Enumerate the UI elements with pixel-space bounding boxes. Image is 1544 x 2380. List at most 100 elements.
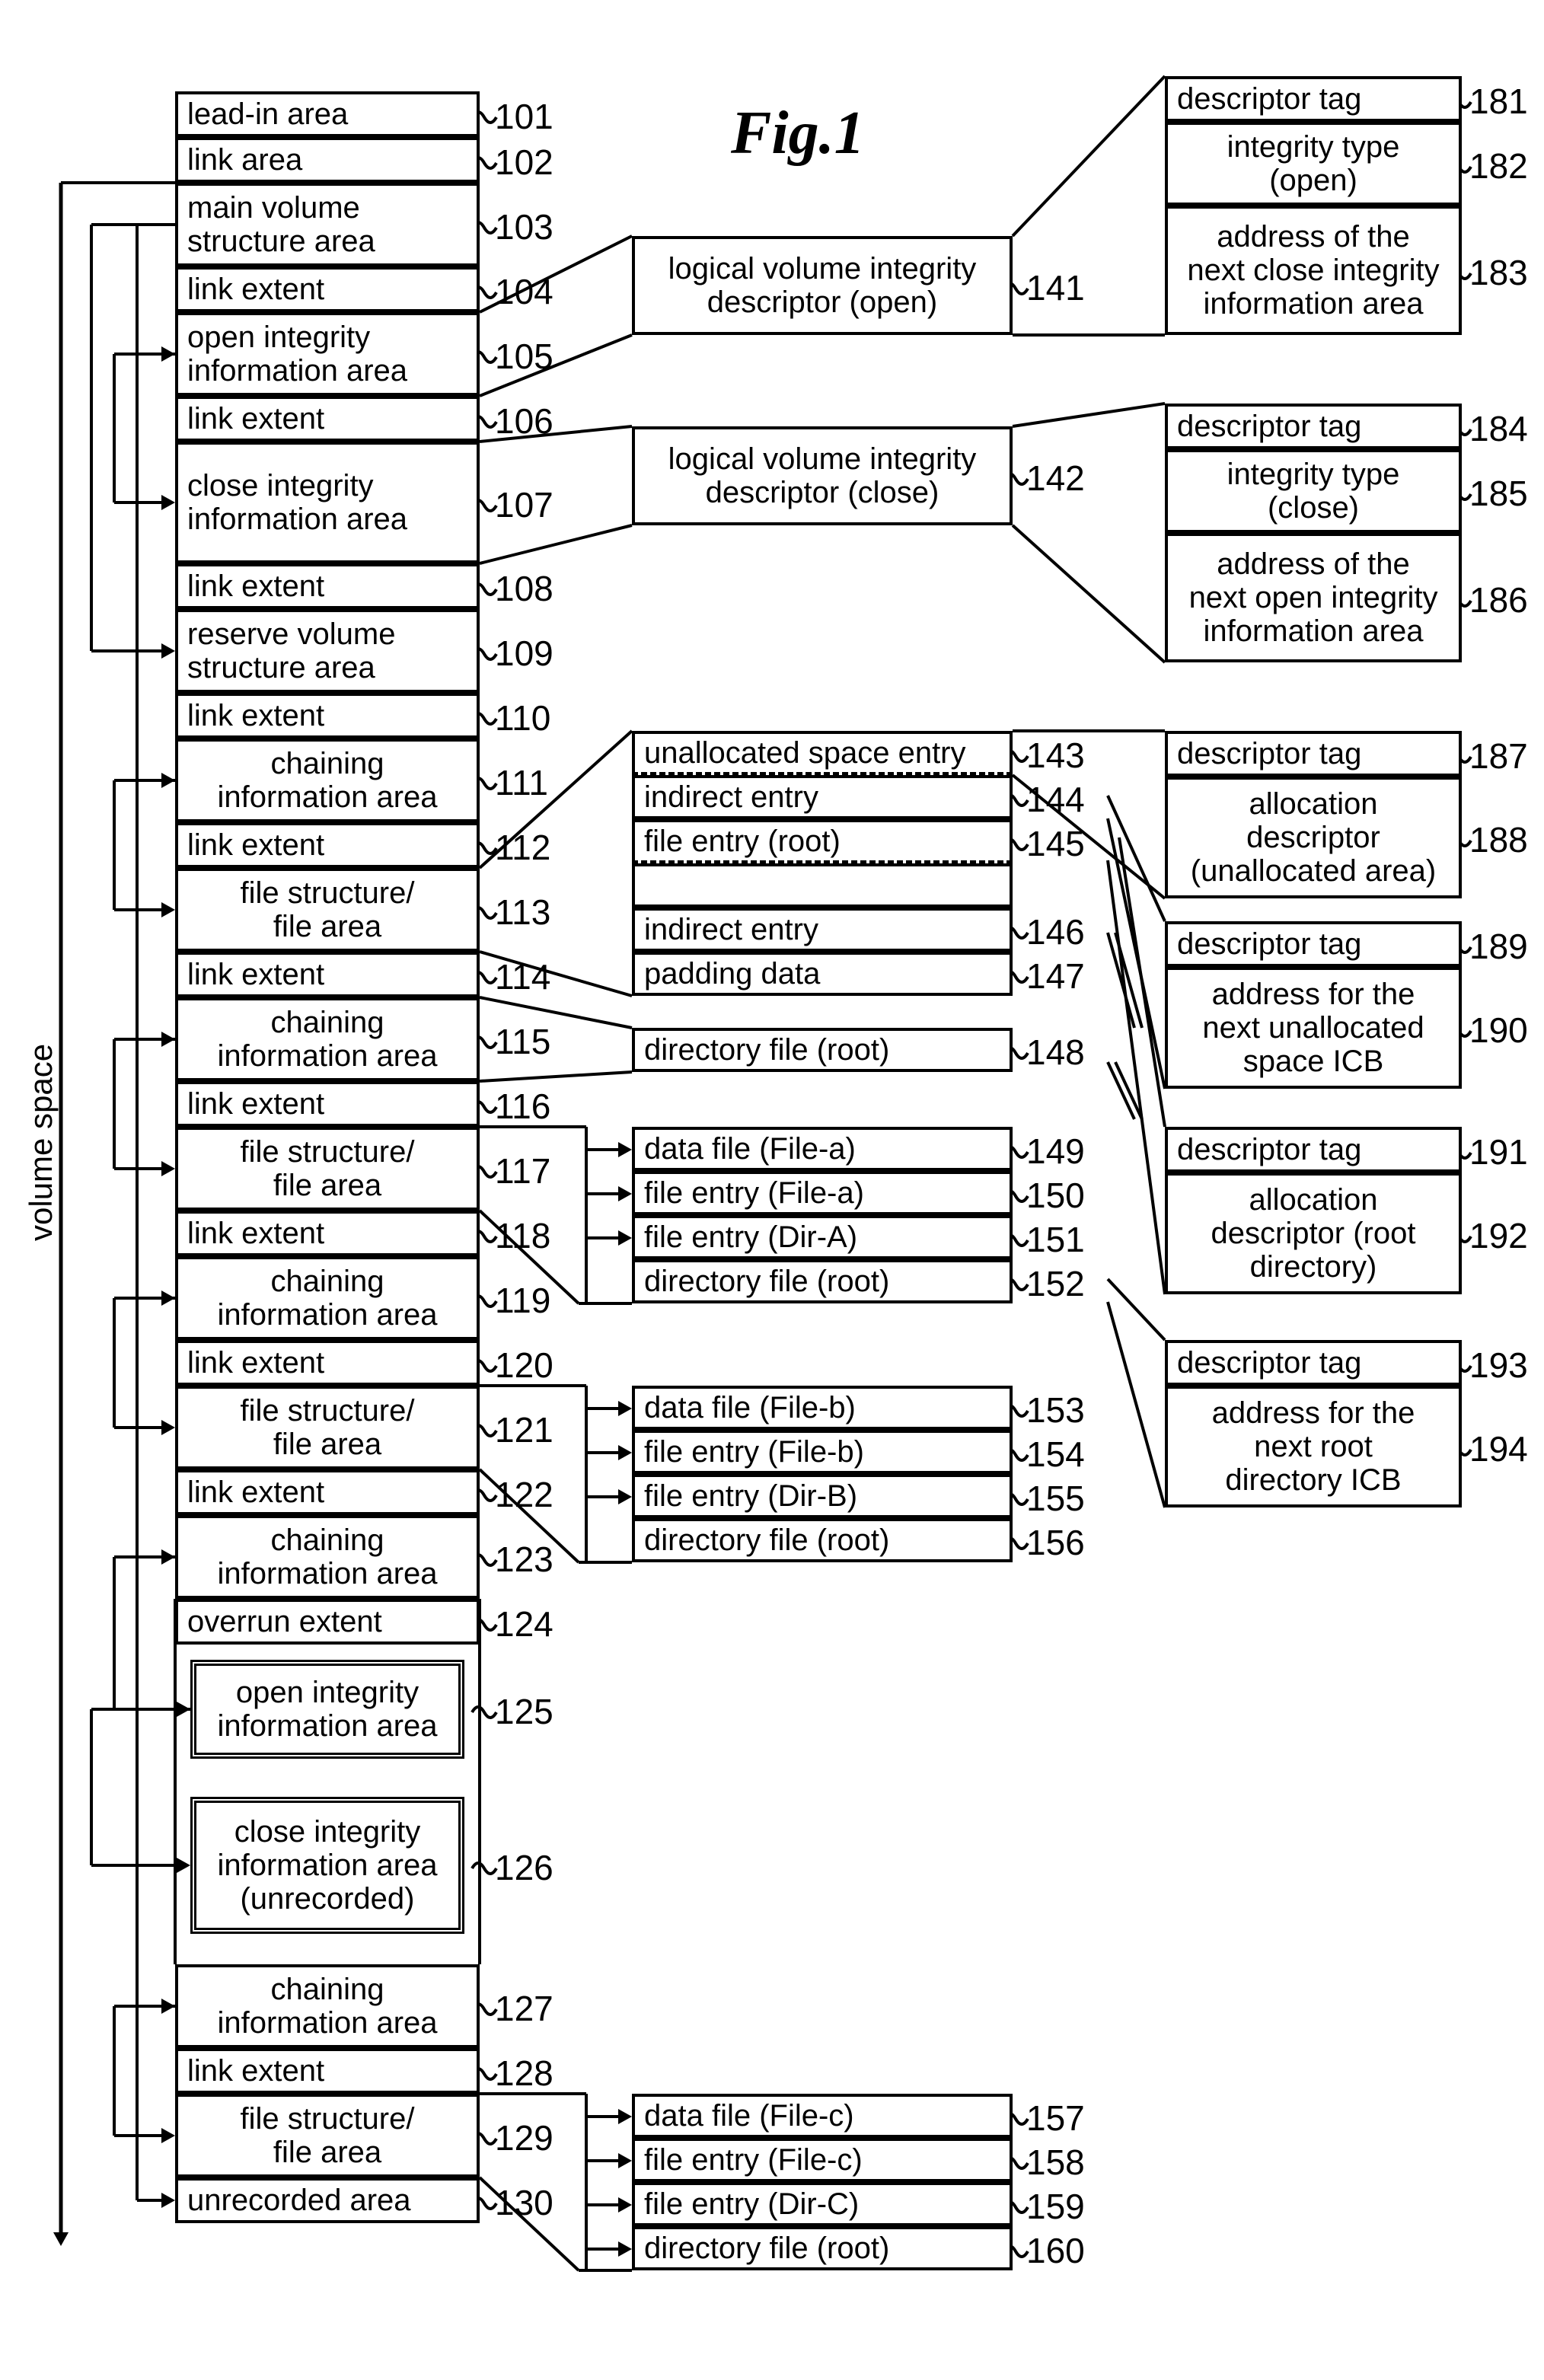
col1-121: file structure/ file area xyxy=(175,1386,480,1469)
reference-number: 183 xyxy=(1469,252,1528,293)
col2-153: data file (File-b) xyxy=(632,1386,1013,1430)
reference-number: 194 xyxy=(1469,1428,1528,1469)
col1-130: unrecorded area xyxy=(175,2177,480,2223)
col3-194: address for the next root directory ICB xyxy=(1165,1386,1462,1507)
reference-number: 186 xyxy=(1469,579,1528,621)
reference-number: 117 xyxy=(495,1150,550,1192)
reference-number: 192 xyxy=(1469,1215,1528,1256)
col1-122: link extent xyxy=(175,1469,480,1515)
col1-127: chaining information area xyxy=(175,1964,480,2048)
col2-159: file entry (Dir-C) xyxy=(632,2182,1013,2226)
col3-191: descriptor tag xyxy=(1165,1127,1462,1172)
col2-156: directory file (root) xyxy=(632,1518,1013,1562)
volume-space-label: volume space xyxy=(23,990,59,1294)
reference-number: 191 xyxy=(1469,1131,1528,1172)
reference-number: 116 xyxy=(495,1086,550,1127)
reference-number: 145 xyxy=(1026,823,1085,864)
col1-112: link extent xyxy=(175,822,480,868)
reference-number: 118 xyxy=(495,1215,550,1256)
reference-number: 144 xyxy=(1026,779,1085,820)
reference-number: 181 xyxy=(1469,81,1528,122)
reference-number: 151 xyxy=(1026,1219,1085,1260)
col3-188: allocation descriptor (unallocated area) xyxy=(1165,777,1462,898)
reference-number: 187 xyxy=(1469,735,1528,777)
col1-110: link extent xyxy=(175,693,480,739)
reference-number: 107 xyxy=(495,484,553,525)
col1-125: open integrity information area xyxy=(190,1660,464,1759)
col2-143: unallocated space entry xyxy=(632,731,1013,775)
col2-152: directory file (root) xyxy=(632,1259,1013,1303)
reference-number: 159 xyxy=(1026,2186,1085,2227)
col3-190: address for the next unallocated space I… xyxy=(1165,967,1462,1089)
reference-number: 109 xyxy=(495,633,553,674)
col1-101: lead-in area xyxy=(175,91,480,137)
reference-number: 125 xyxy=(495,1691,553,1732)
reference-number: 155 xyxy=(1026,1478,1085,1519)
reference-number: 149 xyxy=(1026,1131,1085,1172)
reference-number: 188 xyxy=(1469,819,1528,860)
col1-124: overrun extent xyxy=(175,1599,480,1645)
col1-107: close integrity information area xyxy=(175,442,480,563)
reference-number: 189 xyxy=(1469,926,1528,967)
reference-number: 124 xyxy=(495,1603,553,1645)
col3-181: descriptor tag xyxy=(1165,76,1462,122)
reference-number: 127 xyxy=(495,1988,553,2029)
reference-number: 129 xyxy=(495,2117,553,2158)
col2-142: logical volume integrity descriptor (clo… xyxy=(632,426,1013,525)
col2-149: data file (File-a) xyxy=(632,1127,1013,1171)
reference-number: 105 xyxy=(495,336,553,377)
reference-number: 153 xyxy=(1026,1389,1085,1431)
col3-184: descriptor tag xyxy=(1165,404,1462,449)
col3-182: integrity type (open) xyxy=(1165,122,1462,206)
col2-150: file entry (File-a) xyxy=(632,1171,1013,1215)
reference-number: 154 xyxy=(1026,1434,1085,1475)
reference-number: 128 xyxy=(495,2053,553,2094)
reference-number: 112 xyxy=(495,827,550,868)
reference-number: 101 xyxy=(495,96,553,137)
reference-number: 148 xyxy=(1026,1032,1085,1073)
col1-102: link area xyxy=(175,137,480,183)
col2-145: file entry (root) xyxy=(632,819,1013,863)
col2-144: indirect entry xyxy=(632,775,1013,819)
reference-number: 110 xyxy=(495,697,550,739)
col2-148: directory file (root) xyxy=(632,1028,1013,1072)
reference-number: 157 xyxy=(1026,2098,1085,2139)
reference-number: 152 xyxy=(1026,1263,1085,1304)
col3-189: descriptor tag xyxy=(1165,921,1462,967)
col1-123: chaining information area xyxy=(175,1515,480,1599)
reference-number: 111 xyxy=(495,762,548,803)
col1-113: file structure/ file area xyxy=(175,868,480,952)
reference-number: 119 xyxy=(495,1280,550,1321)
col1-126: close integrity information area (unreco… xyxy=(190,1797,464,1934)
reference-number: 120 xyxy=(495,1345,553,1386)
col1-117: file structure/ file area xyxy=(175,1127,480,1211)
reference-number: 156 xyxy=(1026,1522,1085,1563)
reference-number: 185 xyxy=(1469,473,1528,514)
reference-number: 193 xyxy=(1469,1345,1528,1386)
reference-number: 160 xyxy=(1026,2230,1085,2271)
col1-115: chaining information area xyxy=(175,997,480,1081)
reference-number: 184 xyxy=(1469,408,1528,449)
col1-119: chaining information area xyxy=(175,1256,480,1340)
col1-114: link extent xyxy=(175,952,480,997)
col1-104: link extent xyxy=(175,266,480,312)
col3-186: address of the next open integrity infor… xyxy=(1165,533,1462,662)
col1-109: reserve volume structure area xyxy=(175,609,480,693)
reference-number: 121 xyxy=(495,1409,553,1450)
reference-number: 150 xyxy=(1026,1175,1085,1216)
reference-number: 106 xyxy=(495,400,553,442)
reference-number: 108 xyxy=(495,568,553,609)
figure-title: Fig.1 xyxy=(731,99,865,168)
reference-number: 126 xyxy=(495,1847,553,1888)
reference-number: 123 xyxy=(495,1539,553,1580)
col1-118: link extent xyxy=(175,1211,480,1256)
col2-141: logical volume integrity descriptor (ope… xyxy=(632,236,1013,335)
col1-120: link extent xyxy=(175,1340,480,1386)
reference-number: 147 xyxy=(1026,956,1085,997)
col1-108: link extent xyxy=(175,563,480,609)
col1-111: chaining information area xyxy=(175,739,480,822)
col2-151: file entry (Dir-A) xyxy=(632,1215,1013,1259)
col1-106: link extent xyxy=(175,396,480,442)
reference-number: 182 xyxy=(1469,145,1528,187)
col3-192: allocation descriptor (root directory) xyxy=(1165,1172,1462,1294)
